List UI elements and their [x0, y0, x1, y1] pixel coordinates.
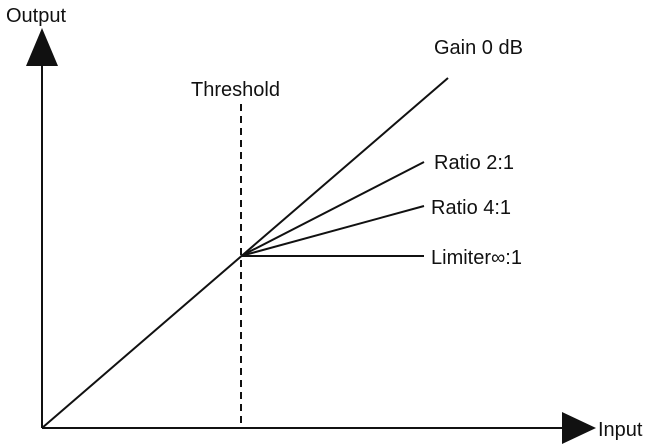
- gain-label: Gain 0 dB: [434, 37, 523, 59]
- limiter-label: Limiter∞:1: [431, 247, 522, 269]
- ratio-4-label: Ratio 4:1: [431, 197, 511, 219]
- y-axis-arrow-icon: [26, 28, 58, 66]
- y-axis-label: Output: [6, 5, 66, 27]
- ratio-4-line: [240, 205, 425, 257]
- threshold-label: Threshold: [191, 79, 280, 101]
- x-axis-label: Input: [598, 419, 643, 441]
- x-axis-arrow-icon: [562, 412, 596, 444]
- ratio-2-label: Ratio 2:1: [434, 152, 514, 174]
- ratio-2-line: [240, 161, 425, 257]
